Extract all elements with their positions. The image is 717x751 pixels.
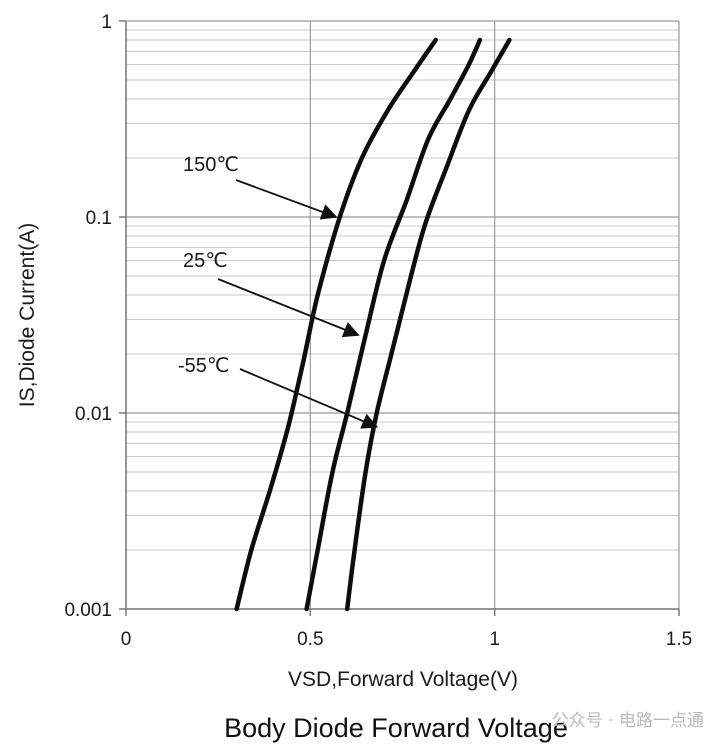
series-label-150℃: 150℃: [183, 154, 239, 176]
y-tick-label: 0.1: [86, 208, 112, 229]
x-tick-label: 0.5: [297, 629, 323, 650]
series-annotations: 150℃ 25℃ -55℃: [178, 154, 379, 429]
x-tick-label: 0: [121, 629, 132, 650]
tick-labels: 0.001 0.01 0.1 1 0 0.5 1 1.5: [64, 12, 692, 650]
y-tick-label: 1: [101, 12, 112, 33]
series-label--55℃: -55℃: [178, 355, 229, 377]
annotation-arrow: [235, 179, 338, 220]
chart-title: Body Diode Forward Voltage: [224, 713, 568, 743]
series-label-25℃: 25℃: [183, 250, 228, 272]
watermark-text: 公众号 · 电路一点通: [552, 711, 704, 731]
x-tick-label: 1.5: [666, 629, 692, 650]
y-axis-label: IS,Diode Current(A): [16, 223, 39, 407]
x-axis-label: VSD,Forward Voltage(V): [288, 668, 518, 691]
series-line-25℃: [304, 37, 483, 612]
series-lines: [234, 37, 512, 612]
y-tick-label: 0.01: [75, 404, 112, 425]
annotation-arrow: [217, 278, 360, 338]
axes: [119, 20, 680, 616]
series-line-150℃: [234, 37, 438, 612]
annotation-arrow: [239, 368, 379, 429]
series-line--55℃: [344, 37, 512, 612]
x-tick-label: 1: [489, 629, 500, 650]
y-tick-label: 0.001: [64, 600, 112, 621]
